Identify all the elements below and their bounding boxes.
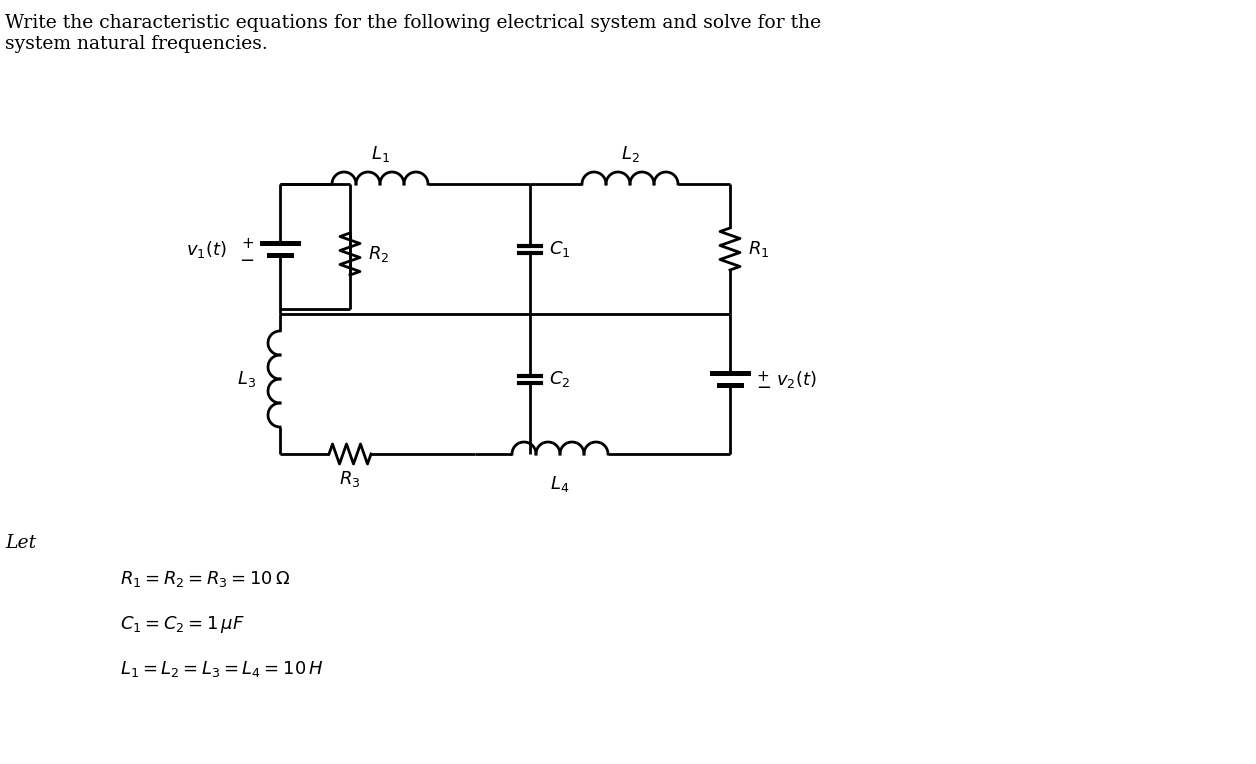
Text: −: − bbox=[756, 379, 771, 397]
Text: $L_1$: $L_1$ bbox=[371, 144, 389, 164]
Text: $L_4$: $L_4$ bbox=[550, 474, 570, 494]
Text: $C_1$: $C_1$ bbox=[549, 239, 570, 259]
Text: $L_1 = L_2 = L_3 = L_4 = 10\,H$: $L_1 = L_2 = L_3 = L_4 = 10\,H$ bbox=[121, 659, 324, 679]
Text: $v_1(t)$: $v_1(t)$ bbox=[186, 238, 227, 260]
Text: −: − bbox=[239, 252, 254, 270]
Text: $R_1$: $R_1$ bbox=[749, 239, 770, 259]
Text: $C_1 = C_2 = 1\,\mu F$: $C_1 = C_2 = 1\,\mu F$ bbox=[121, 614, 245, 635]
Text: $C_2$: $C_2$ bbox=[549, 369, 570, 389]
Text: +: + bbox=[756, 368, 769, 384]
Text: Write the characteristic equations for the following electrical system and solve: Write the characteristic equations for t… bbox=[5, 14, 821, 53]
Text: $R_3$: $R_3$ bbox=[339, 469, 360, 489]
Text: +: + bbox=[241, 235, 254, 251]
Text: $L_3$: $L_3$ bbox=[237, 369, 256, 389]
Text: $L_2$: $L_2$ bbox=[620, 144, 639, 164]
Text: $R_1 = R_2 = R_3 = 10\,\Omega$: $R_1 = R_2 = R_3 = 10\,\Omega$ bbox=[121, 569, 290, 589]
Text: Let: Let bbox=[5, 534, 36, 552]
Text: $v_2(t)$: $v_2(t)$ bbox=[776, 368, 816, 390]
Text: $R_2$: $R_2$ bbox=[368, 244, 389, 264]
